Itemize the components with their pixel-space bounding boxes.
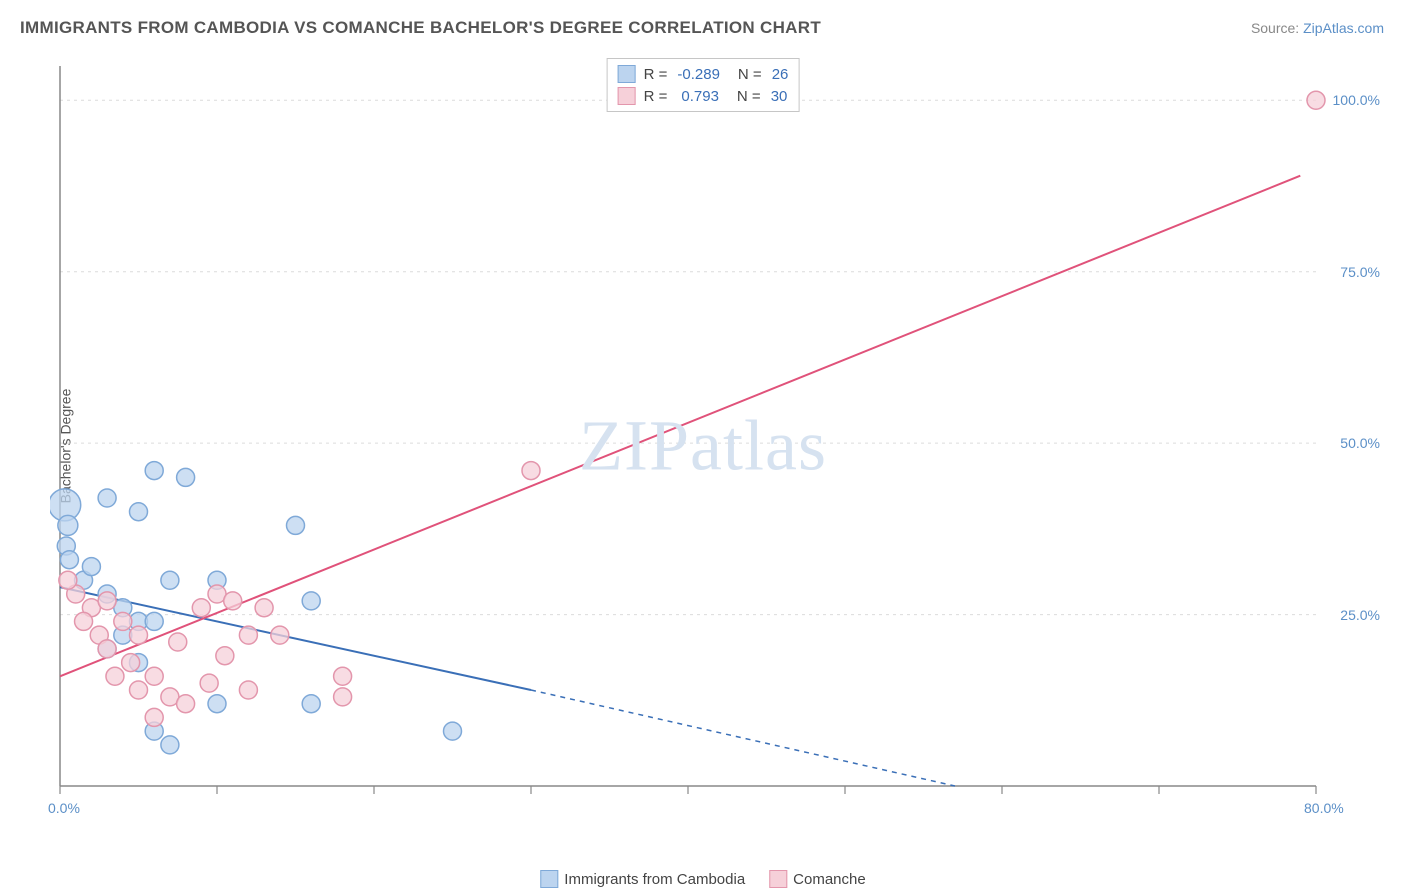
legend-stats-box: R = -0.289 N = 26 R = 0.793 N = 30 [607, 58, 800, 112]
r-value-cambodia: -0.289 [677, 66, 720, 83]
r-label: R = [644, 66, 668, 83]
n-label: N = [738, 66, 762, 83]
series-label-comanche: Comanche [793, 871, 866, 888]
plot-area: 25.0% 50.0% 75.0% 100.0% 0.0% 80.0% [50, 56, 1386, 826]
legend-row-comanche: R = 0.793 N = 30 [618, 85, 789, 107]
source-label: Source: [1251, 20, 1299, 36]
legend-swatch-comanche [618, 87, 636, 105]
y-tick-label: 50.0% [1340, 435, 1380, 451]
legend-row-cambodia: R = -0.289 N = 26 [618, 63, 789, 85]
legend-swatch-cambodia [618, 65, 636, 83]
bottom-legend: Immigrants from Cambodia Comanche [540, 870, 865, 888]
chart-svg [50, 56, 1386, 826]
bottom-legend-comanche: Comanche [769, 870, 866, 888]
y-tick-label: 25.0% [1340, 607, 1380, 623]
x-tick-label: 80.0% [1304, 800, 1344, 816]
n-value-comanche: 30 [771, 88, 788, 105]
y-tick-label: 75.0% [1340, 264, 1380, 280]
n-label: N = [737, 88, 761, 105]
r-value-comanche: 0.793 [681, 88, 719, 105]
n-value-cambodia: 26 [772, 66, 789, 83]
chart-title: IMMIGRANTS FROM CAMBODIA VS COMANCHE BAC… [20, 18, 821, 38]
source-link[interactable]: ZipAtlas.com [1303, 20, 1384, 36]
legend-swatch-comanche [769, 870, 787, 888]
legend-swatch-cambodia [540, 870, 558, 888]
r-label: R = [644, 88, 668, 105]
y-tick-label: 100.0% [1333, 92, 1380, 108]
source-attribution: Source: ZipAtlas.com [1251, 20, 1384, 36]
bottom-legend-cambodia: Immigrants from Cambodia [540, 870, 745, 888]
series-label-cambodia: Immigrants from Cambodia [564, 871, 745, 888]
x-tick-label: 0.0% [48, 800, 80, 816]
